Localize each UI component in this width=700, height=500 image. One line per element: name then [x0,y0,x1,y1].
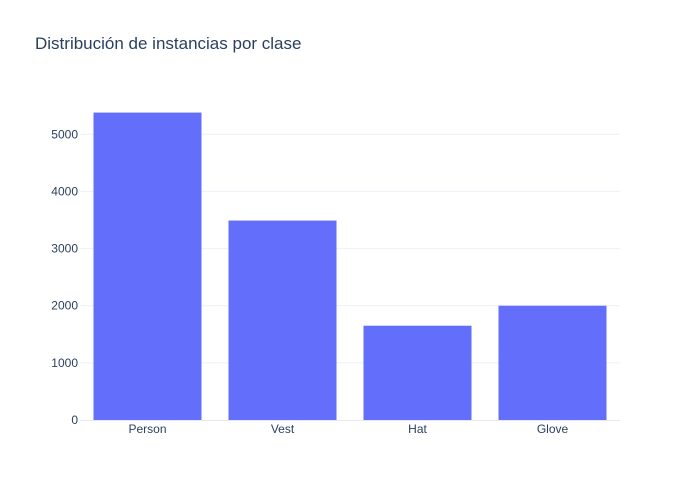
bar-hat[interactable] [363,325,472,420]
y-tick-label: 1000 [51,356,78,370]
y-tick-label: 5000 [51,127,78,141]
x-tick-label-hat: Hat [408,422,427,436]
y-tick-label: 2000 [51,299,78,313]
y-axis-tick-labels: 0 1000 2000 3000 4000 5000 [51,127,78,427]
x-axis-tick-labels: Person Vest Hat Glove [128,422,568,436]
bar-glove[interactable] [498,305,607,420]
x-tick-label-vest: Vest [271,422,295,436]
bar-vest[interactable] [228,220,337,420]
chart-title: Distribución de instancias por clase [35,34,302,53]
y-tick-label: 4000 [51,184,78,198]
x-tick-label-glove: Glove [537,422,569,436]
y-tick-label: 0 [71,413,78,427]
x-tick-label-person: Person [128,422,166,436]
bar-person[interactable] [93,112,202,421]
bars [93,112,607,421]
y-tick-label: 3000 [51,242,78,256]
